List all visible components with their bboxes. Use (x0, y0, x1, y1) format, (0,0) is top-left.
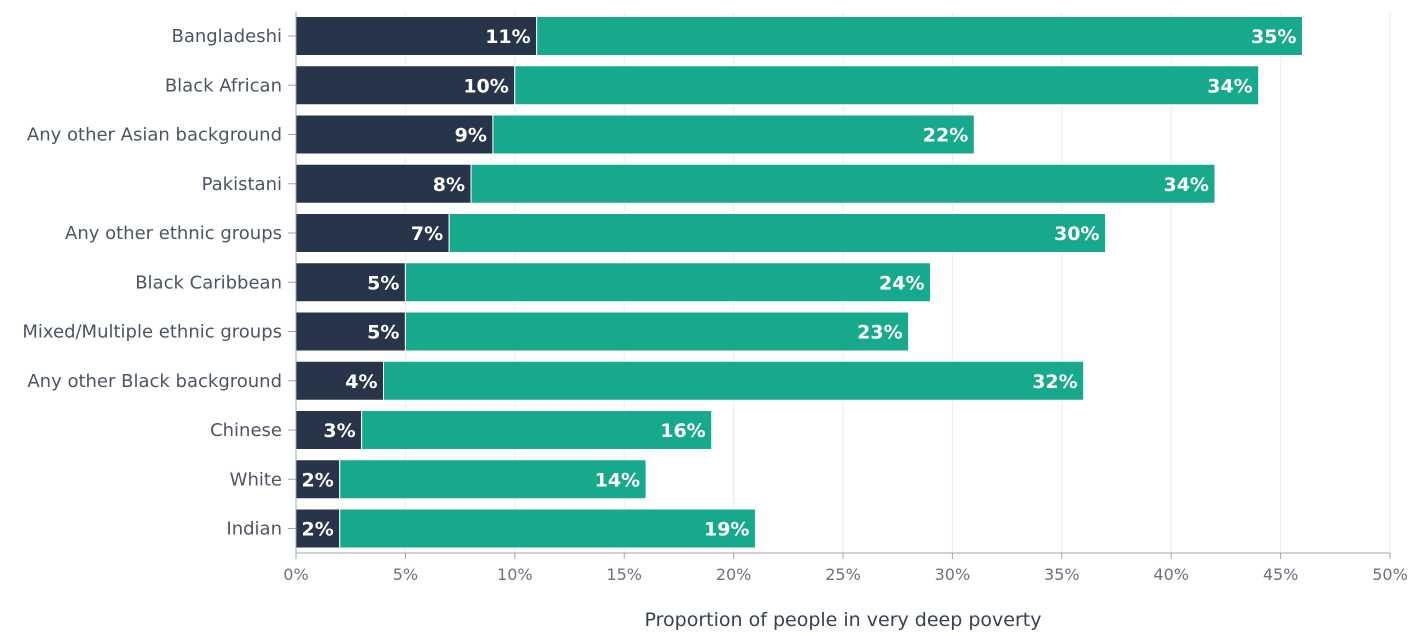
x-axis: 0% 5% 10% 15% 20% 25% 30% 35% 40% 45% 50% (283, 552, 1408, 584)
bar-segment-green (339, 459, 647, 500)
data-label: 19% (704, 519, 749, 541)
bar-segment-green (514, 65, 1260, 106)
bar-segment-green (536, 16, 1303, 56)
bar-segment-dark (295, 508, 341, 549)
bar-segment-green (492, 114, 975, 155)
x-axis-title: Proportion of people in very deep povert… (645, 609, 1042, 631)
data-label: 7% (411, 223, 443, 245)
data-label: 2% (301, 469, 333, 491)
bar-segment-green (361, 410, 713, 450)
bar-segment-dark (295, 410, 363, 450)
x-tick-label: 45% (1263, 565, 1299, 584)
data-label: 22% (923, 125, 968, 147)
bar-segment-green (448, 213, 1107, 253)
data-label: 8% (433, 174, 465, 196)
x-tick-label: 35% (1044, 565, 1080, 584)
category-label: Indian (226, 519, 282, 540)
bar-segment-dark (295, 311, 406, 352)
x-tick-label: 20% (716, 565, 752, 584)
data-label: 34% (1163, 174, 1208, 196)
category-label: White (230, 469, 282, 490)
category-label: Black African (165, 75, 282, 96)
category-label: Pakistani (202, 174, 282, 195)
category-label: Chinese (210, 420, 282, 441)
category-label: Bangladeshi (171, 26, 282, 47)
category-label: Any other ethnic groups (65, 223, 282, 244)
data-label: 23% (857, 322, 902, 344)
data-label: 2% (301, 519, 333, 541)
data-label: 4% (345, 371, 377, 393)
bar-segment-green (339, 508, 756, 549)
data-label: 24% (879, 272, 924, 294)
data-label: 5% (367, 272, 399, 294)
x-tick-label: 25% (825, 565, 861, 584)
data-label: 9% (455, 125, 487, 147)
data-label: 34% (1207, 75, 1252, 97)
x-tick-label: 5% (393, 565, 418, 584)
bar-segment-green (383, 360, 1085, 401)
x-tick-label: 0% (283, 565, 308, 584)
bar-segment-green (404, 311, 910, 352)
bar-segment-green (470, 163, 1216, 204)
bar-segment-dark (295, 360, 385, 401)
category-label: Mixed/Multiple ethnic groups (22, 322, 282, 343)
data-label: 30% (1054, 223, 1099, 245)
category-label: Any other Asian background (27, 125, 282, 146)
y-axis: Bangladeshi Black African Any other Asian … (22, 12, 297, 553)
x-tick-label: 10% (497, 565, 533, 584)
x-tick-label: 40% (1153, 565, 1189, 584)
category-label: Black Caribbean (135, 272, 282, 293)
x-tick-label: 50% (1372, 565, 1408, 584)
data-label: 14% (595, 469, 640, 491)
data-label: 5% (367, 322, 399, 344)
category-label: Any other Black background (27, 371, 282, 392)
data-label: 10% (463, 75, 508, 97)
bar-segment-green (404, 262, 932, 303)
data-label: 3% (323, 420, 355, 442)
x-tick-label: 15% (606, 565, 642, 584)
data-label: 11% (485, 26, 530, 48)
bars: 11% 35% 10% 34% 9% 22% 8% 34% 7% 30% 5% 24% 5% 23% 4% 3… (295, 16, 1303, 549)
data-label: 32% (1032, 371, 1077, 393)
data-label: 35% (1251, 26, 1296, 48)
data-label: 16% (660, 420, 705, 442)
x-tick-label: 30% (935, 565, 971, 584)
